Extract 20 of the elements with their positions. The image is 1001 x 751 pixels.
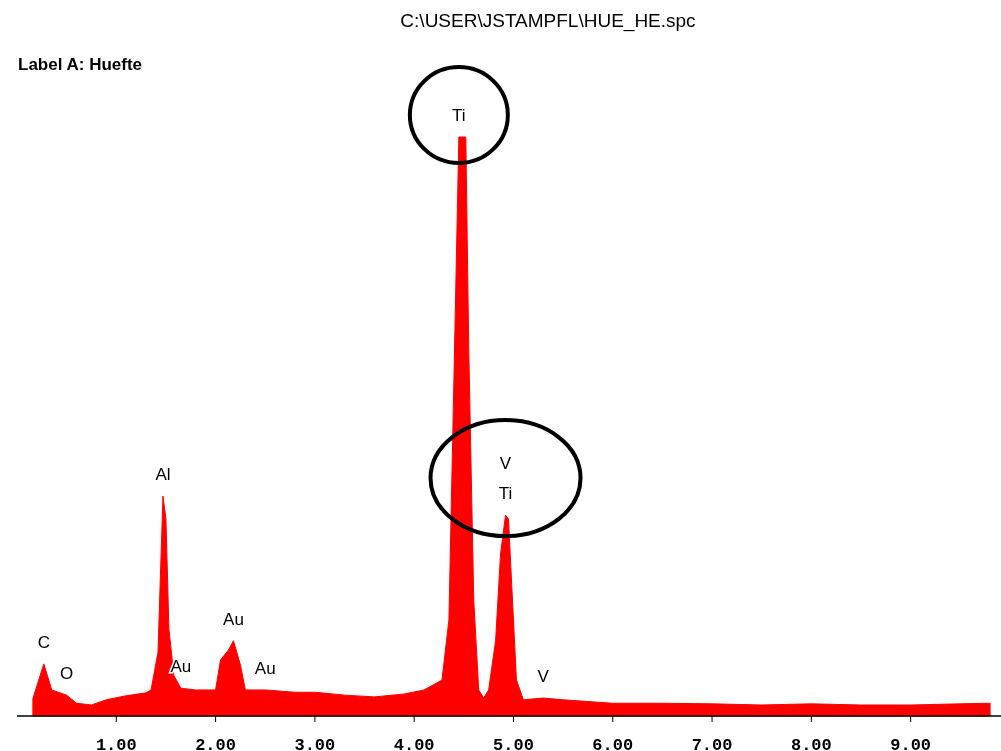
chart-subtitle: Label A: Huefte	[18, 55, 143, 74]
annotation: V	[499, 454, 512, 474]
x-tick-label: 2.00	[195, 736, 236, 751]
annotation: C	[37, 632, 50, 652]
x-tick-label: 6.00	[592, 736, 634, 751]
x-tick-label: 9.00	[890, 736, 932, 751]
x-tick-label: 7.00	[691, 736, 733, 751]
annotation: Al	[155, 464, 171, 484]
annotation: V	[537, 667, 550, 687]
x-tick-label: 5.00	[493, 736, 534, 751]
annotation: Au	[254, 658, 276, 678]
chart-title: C:\USER\JSTAMPFL\HUE_HE.spc	[400, 10, 696, 32]
annotation: Ti	[498, 484, 513, 504]
annotation: O	[60, 664, 74, 684]
x-tick-label: 8.00	[790, 736, 832, 751]
annotation: Au	[223, 609, 244, 629]
annotation: Ti	[452, 106, 466, 125]
x-tick-label: 1.00	[95, 736, 137, 751]
x-tick-label: 3.00	[294, 736, 336, 751]
x-tick-label: 4.00	[393, 736, 435, 751]
